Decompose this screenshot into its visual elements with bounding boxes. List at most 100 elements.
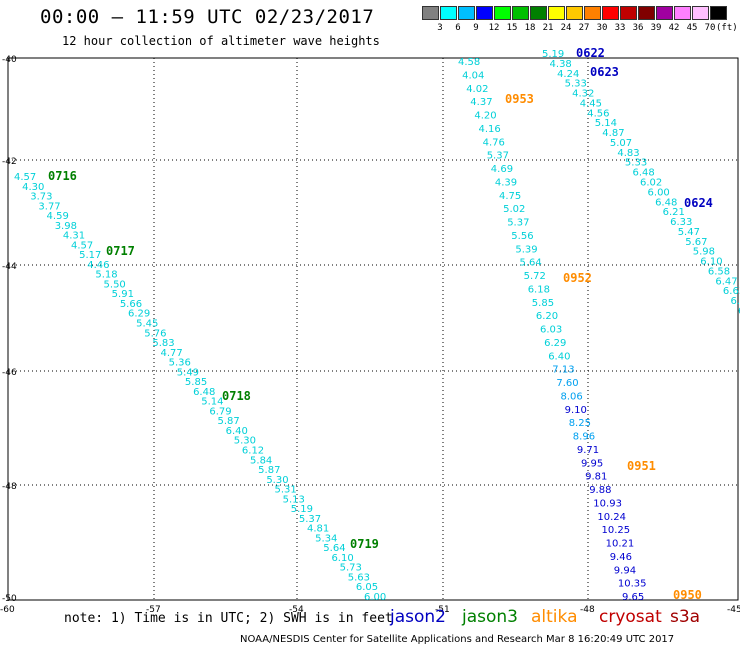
altika-wave-height: 4.20 xyxy=(474,111,496,122)
jason3-wave-height: 6.10 xyxy=(331,553,353,564)
scale-label: 70 xyxy=(704,23,716,33)
jason2-wave-height: 4.24 xyxy=(557,69,579,80)
altika-wave-height: 4.04 xyxy=(462,70,484,81)
scale-label: 42 xyxy=(668,23,680,33)
longitude-label: -60 xyxy=(0,605,15,615)
jason3-wave-height: 4.81 xyxy=(307,524,329,535)
jason3-wave-height: 5.91 xyxy=(112,289,134,300)
altika-wave-height: 5.56 xyxy=(511,231,533,242)
jason2-wave-height: 6.33 xyxy=(670,217,692,228)
jason3-wave-height: 4.46 xyxy=(87,260,109,271)
mission-jason3: jason3 xyxy=(462,607,518,627)
jason3-wave-height: 5.87 xyxy=(258,465,280,476)
scale-label: 39 xyxy=(650,23,662,33)
jason3-wave-height: 4.31 xyxy=(63,231,85,242)
jason2-time-label: 0623 xyxy=(590,65,619,79)
jason2-wave-height: 5.14 xyxy=(595,118,617,129)
jason3-wave-height: 5.84 xyxy=(250,455,272,466)
jason2-wave-height: 6.48 xyxy=(655,197,677,208)
jason2-wave-height: 5.47 xyxy=(678,227,700,238)
scale-swatch xyxy=(530,6,547,20)
scale-swatch xyxy=(656,6,673,20)
map-frame xyxy=(7,57,739,601)
scale-label: 3 xyxy=(437,23,443,33)
jason2-wave-height: 6.00 xyxy=(648,187,670,198)
mission-s3a: s3a xyxy=(670,607,701,627)
altika-wave-height: 10.93 xyxy=(593,498,622,509)
scale-swatch xyxy=(494,6,511,20)
jason2-wave-height: 4.38 xyxy=(550,59,572,70)
altika-wave-height: 4.16 xyxy=(479,124,501,135)
jason2-wave-height: 6.21 xyxy=(663,207,685,218)
scale-swatch xyxy=(584,6,601,20)
scale-swatch xyxy=(620,6,637,20)
jason3-wave-height: 4.59 xyxy=(47,211,69,222)
jason3-wave-height: 5.13 xyxy=(283,494,305,505)
altika-time-label: 0951 xyxy=(627,459,656,473)
latitude-label: -46 xyxy=(2,368,17,378)
altika-wave-height: 5.37 xyxy=(487,151,509,162)
altika-wave-height: 8.25 xyxy=(569,418,591,429)
footer-credit: NOAA/NESDIS Center for Satellite Applica… xyxy=(240,634,675,645)
jason3-wave-height: 6.29 xyxy=(128,309,150,320)
jason3-wave-height: 3.77 xyxy=(38,201,60,212)
altika-wave-height: 4.75 xyxy=(499,191,521,202)
mission-cryosat: cryosat xyxy=(599,607,662,627)
altika-wave-height: 5.02 xyxy=(503,204,525,215)
altika-wave-height: 7.13 xyxy=(552,365,574,376)
jason3-wave-height: 5.85 xyxy=(185,377,207,388)
scale-swatch xyxy=(566,6,583,20)
scale-unit: (ft) xyxy=(716,23,738,33)
jason3-wave-height: 6.48 xyxy=(193,387,215,398)
jason2-wave-height: 5.98 xyxy=(693,247,715,258)
map-title: 00:00 – 11:59 UTC 02/23/2017 xyxy=(40,6,375,28)
jason3-wave-height: 6.40 xyxy=(226,426,248,437)
altika-wave-height: 9.71 xyxy=(577,445,599,456)
altika-wave-height: 10.25 xyxy=(602,525,631,536)
longitude-label: -51 xyxy=(435,605,450,615)
altika-wave-height: 6.40 xyxy=(548,351,570,362)
jason3-wave-height: 4.57 xyxy=(71,240,93,251)
jason2-wave-height: 5.19 xyxy=(542,49,564,60)
jason2-wave-height: 5.33 xyxy=(565,79,587,90)
jason3-wave-height: 5.63 xyxy=(348,572,370,583)
altika-wave-height: 10.35 xyxy=(618,579,647,590)
jason3-wave-height: 3.73 xyxy=(30,192,52,203)
jason3-wave-height: 5.30 xyxy=(234,436,256,447)
altika-wave-height: 10.24 xyxy=(597,512,626,523)
jason3-wave-height: 6.05 xyxy=(356,582,378,593)
jason3-wave-height: 3.98 xyxy=(55,221,77,232)
latitude-label: -48 xyxy=(2,482,17,492)
scale-swatch xyxy=(548,6,565,20)
jason3-wave-height: 6.12 xyxy=(242,445,264,456)
jason3-wave-height: 5.19 xyxy=(291,504,313,515)
altika-wave-height: 5.39 xyxy=(515,244,537,255)
altika-wave-height: 9.95 xyxy=(581,458,603,469)
jason3-wave-height: 6.00 xyxy=(364,592,386,603)
altika-wave-height: 9.65 xyxy=(622,592,644,603)
scale-label: 30 xyxy=(596,23,608,33)
jason2-wave-height: 6.2 xyxy=(730,296,740,307)
altika-wave-height: 5.72 xyxy=(524,271,546,282)
jason3-wave-height: 5.17 xyxy=(79,250,101,261)
jason2-wave-height: 6.63 xyxy=(723,286,740,297)
jason3-wave-height: 5.36 xyxy=(169,358,191,369)
jason3-time-label: 0718 xyxy=(222,389,251,403)
jason2-wave-height: 6.47 xyxy=(715,276,737,287)
jason2-wave-height: 5.33 xyxy=(625,158,647,169)
altika-wave-height: 5.64 xyxy=(520,258,542,269)
altika-wave-height: 8.06 xyxy=(561,391,583,402)
jason2-wave-height: 6.58 xyxy=(708,266,730,277)
jason3-wave-height: 5.18 xyxy=(95,270,117,281)
jason3-wave-height: 5.87 xyxy=(217,416,239,427)
scale-swatch xyxy=(440,6,457,20)
altika-wave-height: 4.37 xyxy=(470,97,492,108)
longitude-label: -54 xyxy=(289,605,304,615)
jason3-wave-height: 5.66 xyxy=(120,299,142,310)
jason3-wave-height: 6.79 xyxy=(209,406,231,417)
jason3-wave-height: 4.77 xyxy=(161,348,183,359)
latitude-label: -44 xyxy=(2,262,17,272)
jason3-wave-height: 5.83 xyxy=(152,338,174,349)
jason3-wave-height: 5.76 xyxy=(144,328,166,339)
scale-label: 33 xyxy=(614,23,626,33)
